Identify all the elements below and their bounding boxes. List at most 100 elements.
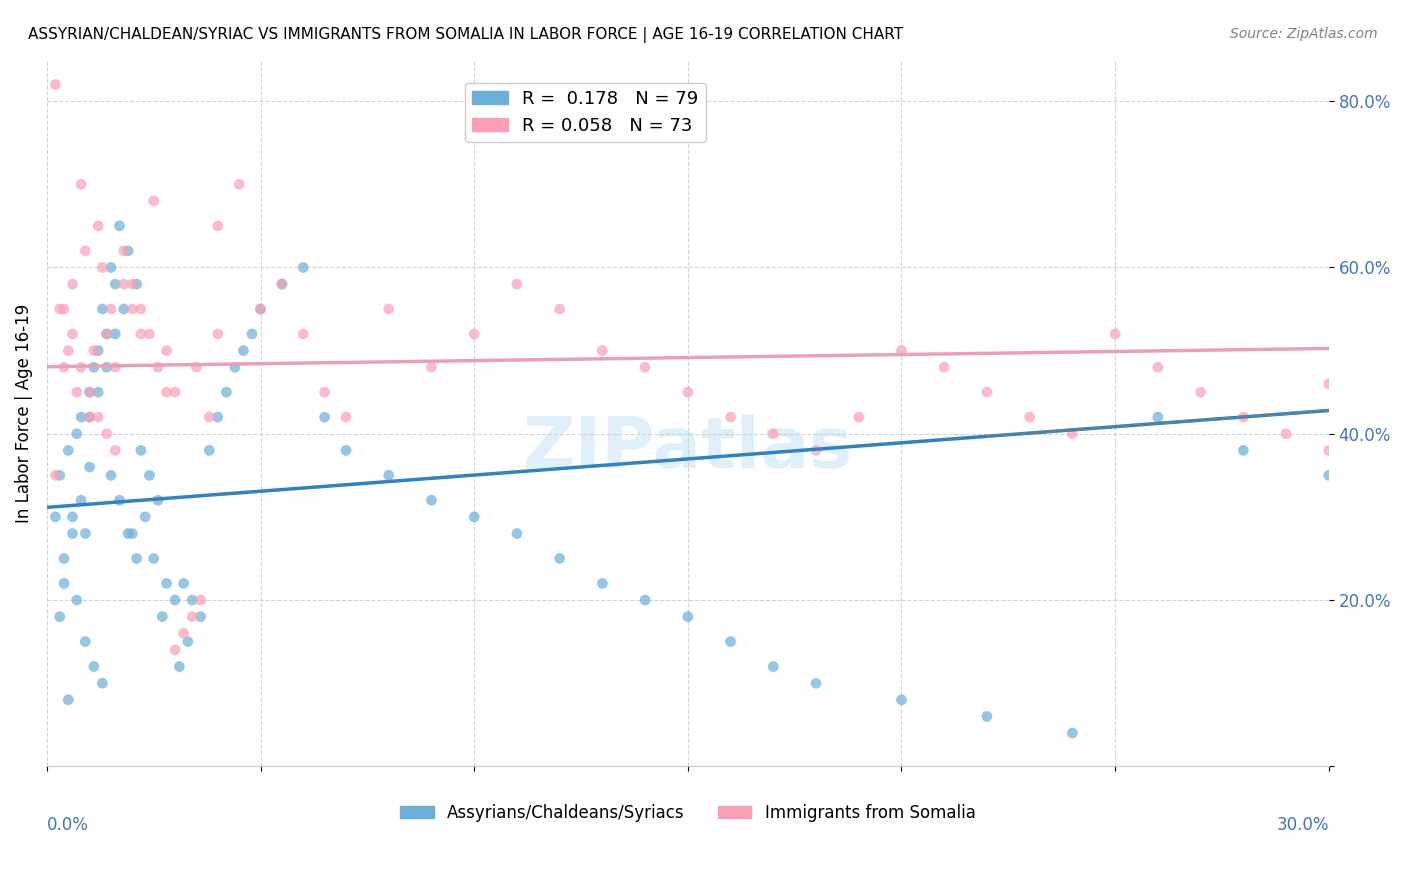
Point: [177, 634, 200, 648]
Point: [165, 643, 187, 657]
Point: [83, 659, 105, 673]
Point: [91, 260, 114, 275]
Point: [104, 326, 127, 341]
Point: [1062, 426, 1084, 441]
Point: [53, 301, 76, 316]
Point: [155, 385, 177, 400]
Point: [377, 301, 399, 316]
Point: [100, 260, 122, 275]
Point: [890, 343, 912, 358]
Point: [335, 410, 357, 425]
Point: [181, 593, 204, 607]
Point: [173, 576, 195, 591]
Point: [100, 468, 122, 483]
Point: [62, 326, 84, 341]
Point: [138, 468, 160, 483]
Point: [314, 410, 336, 425]
Point: [228, 178, 250, 192]
Point: [66, 426, 89, 441]
Point: [207, 219, 229, 233]
Point: [634, 360, 657, 375]
Point: [62, 526, 84, 541]
Point: [96, 360, 118, 375]
Point: [48, 301, 70, 316]
Point: [58, 693, 80, 707]
Point: [463, 326, 485, 341]
Point: [112, 301, 135, 316]
Point: [1317, 443, 1340, 458]
Point: [96, 426, 118, 441]
Point: [249, 301, 271, 316]
Point: [134, 509, 156, 524]
Point: [591, 576, 613, 591]
Point: [117, 244, 139, 258]
Text: 30.0%: 30.0%: [1277, 816, 1329, 834]
Point: [506, 277, 529, 291]
Point: [83, 343, 105, 358]
Point: [463, 509, 485, 524]
Legend: Assyrians/Chaldeans/Syriacs, Immigrants from Somalia: Assyrians/Chaldeans/Syriacs, Immigrants …: [394, 797, 981, 829]
Point: [121, 277, 143, 291]
Point: [91, 676, 114, 690]
Point: [591, 343, 613, 358]
Point: [1232, 410, 1254, 425]
Point: [762, 659, 785, 673]
Point: [70, 360, 93, 375]
Point: [62, 277, 84, 291]
Point: [112, 277, 135, 291]
Point: [292, 260, 315, 275]
Point: [292, 326, 315, 341]
Point: [720, 410, 742, 425]
Point: [75, 634, 97, 648]
Point: [121, 301, 143, 316]
Point: [108, 219, 131, 233]
Point: [83, 360, 105, 375]
Point: [108, 493, 131, 508]
Point: [129, 301, 152, 316]
Point: [87, 343, 110, 358]
Point: [198, 443, 221, 458]
Point: [1317, 376, 1340, 391]
Point: [100, 301, 122, 316]
Point: [79, 460, 101, 475]
Point: [215, 385, 238, 400]
Point: [190, 609, 212, 624]
Point: [58, 343, 80, 358]
Point: [270, 277, 292, 291]
Point: [44, 509, 66, 524]
Point: [70, 410, 93, 425]
Point: [66, 593, 89, 607]
Point: [117, 526, 139, 541]
Point: [155, 576, 177, 591]
Point: [377, 468, 399, 483]
Point: [1018, 410, 1040, 425]
Point: [138, 326, 160, 341]
Point: [44, 468, 66, 483]
Point: [125, 551, 148, 566]
Point: [1147, 360, 1170, 375]
Point: [129, 443, 152, 458]
Point: [335, 443, 357, 458]
Point: [804, 443, 827, 458]
Point: [249, 301, 271, 316]
Point: [96, 326, 118, 341]
Point: [240, 326, 263, 341]
Point: [75, 244, 97, 258]
Point: [104, 443, 127, 458]
Point: [165, 593, 187, 607]
Point: [314, 385, 336, 400]
Point: [1104, 326, 1126, 341]
Point: [420, 493, 443, 508]
Point: [676, 609, 699, 624]
Point: [125, 277, 148, 291]
Y-axis label: In Labor Force | Age 16-19: In Labor Force | Age 16-19: [15, 303, 32, 523]
Text: ZIPatlas: ZIPatlas: [523, 414, 853, 483]
Point: [70, 178, 93, 192]
Point: [87, 385, 110, 400]
Point: [1317, 468, 1340, 483]
Point: [165, 385, 187, 400]
Point: [634, 593, 657, 607]
Point: [146, 493, 169, 508]
Point: [181, 609, 204, 624]
Point: [79, 410, 101, 425]
